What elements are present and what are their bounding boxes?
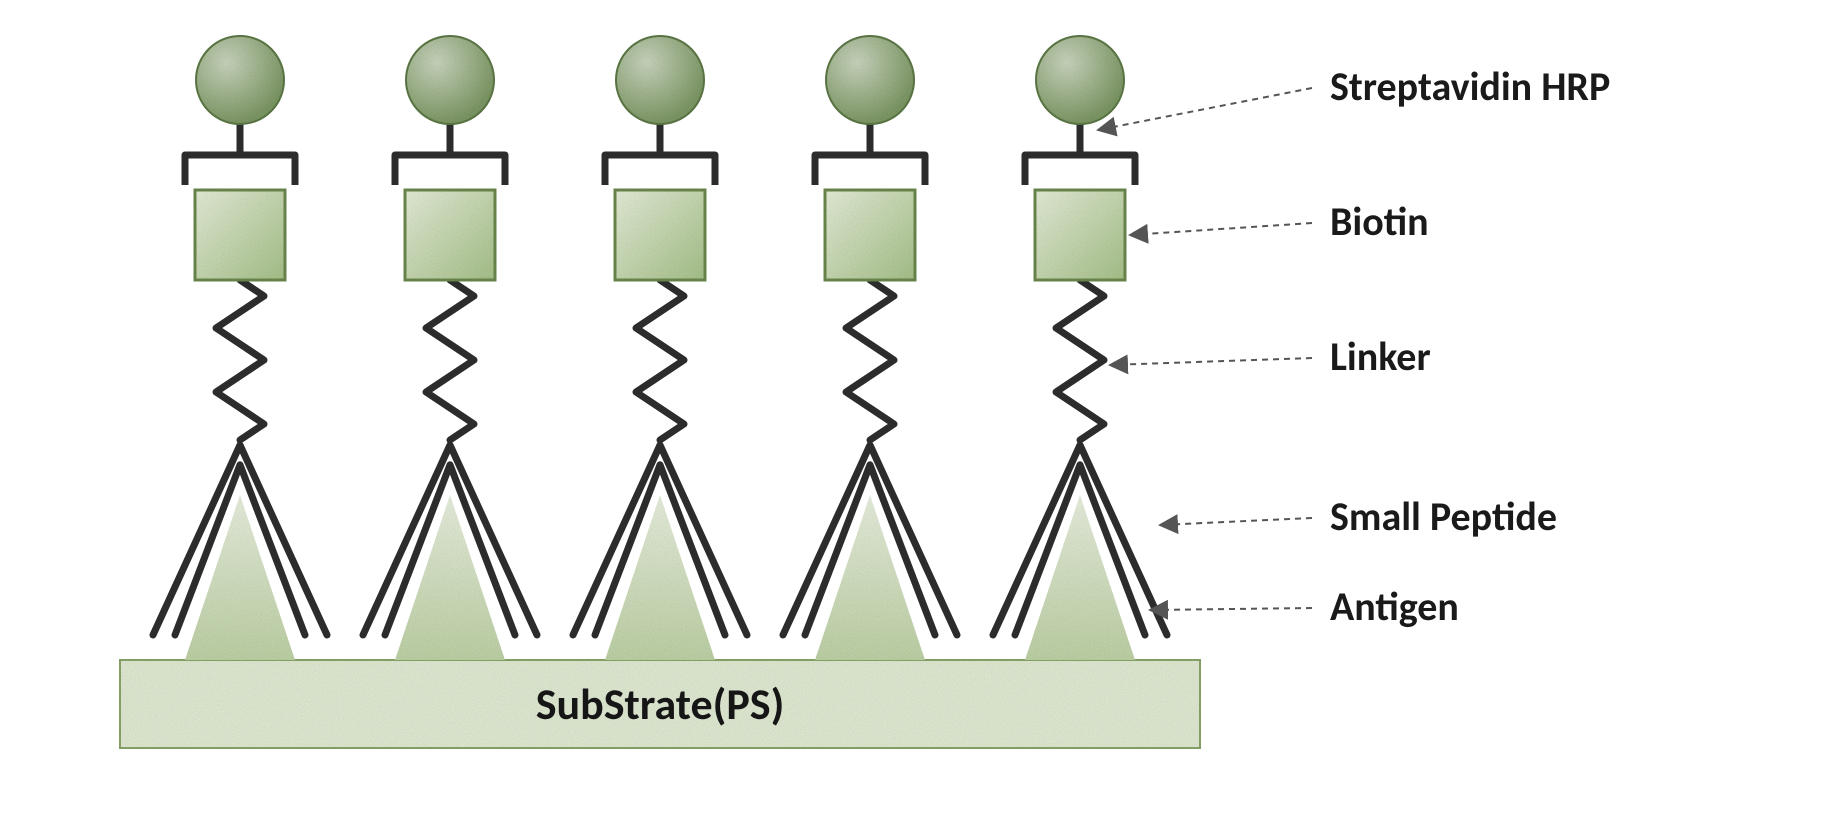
linker-shape <box>636 280 684 440</box>
antigen-shape <box>185 495 295 660</box>
streptavidin-sphere <box>1036 36 1124 124</box>
linker-shape <box>1056 280 1104 440</box>
linker-shape <box>426 280 474 440</box>
streptavidin-sphere <box>616 36 704 124</box>
antigen-shape <box>1025 495 1135 660</box>
molecule-unit <box>363 36 537 660</box>
bracket-shape <box>1025 155 1135 185</box>
molecule-unit <box>993 36 1167 660</box>
bracket-shape <box>815 155 925 185</box>
molecule-unit <box>573 36 747 660</box>
antigen-arrow <box>1150 608 1312 610</box>
molecule-unit <box>783 36 957 660</box>
biotin-label: Biotin <box>1330 197 1429 246</box>
biotin-arrow <box>1130 223 1312 235</box>
linker-shape <box>216 280 264 440</box>
streptavidin-sphere <box>196 36 284 124</box>
bracket-shape <box>395 155 505 185</box>
bracket-shape <box>185 155 295 185</box>
peptide-arrow <box>1160 518 1312 525</box>
antigen-shape <box>605 495 715 660</box>
linker-arrow <box>1110 358 1312 365</box>
molecule-unit <box>153 36 327 660</box>
peptide-label: Small Peptide <box>1330 492 1557 541</box>
streptavidin-sphere <box>826 36 914 124</box>
bracket-shape <box>605 155 715 185</box>
linker-label: Linker <box>1330 332 1431 381</box>
linker-shape <box>846 280 894 440</box>
biotin-shape <box>1035 190 1125 280</box>
antigen-label: Antigen <box>1330 582 1459 631</box>
streptavidin-arrow <box>1098 88 1312 130</box>
streptavidin-sphere <box>406 36 494 124</box>
biotin-shape <box>615 190 705 280</box>
antigen-shape <box>395 495 505 660</box>
biotin-shape <box>825 190 915 280</box>
biotin-shape <box>195 190 285 280</box>
biotin-shape <box>405 190 495 280</box>
antigen-shape <box>815 495 925 660</box>
streptavidin-label: Streptavidin HRP <box>1330 62 1610 111</box>
substrate: SubStrate(PS) <box>120 660 1200 748</box>
substrate-label: SubStrate(PS) <box>536 677 785 731</box>
